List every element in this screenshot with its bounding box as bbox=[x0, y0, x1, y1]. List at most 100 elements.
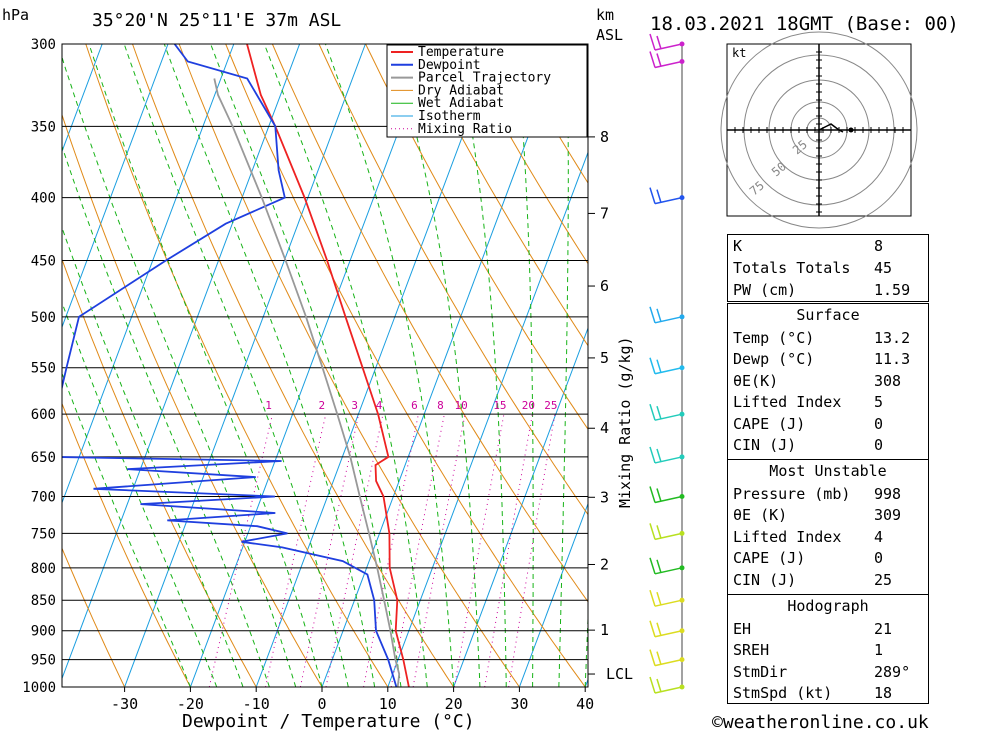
isotherm-line bbox=[62, 44, 169, 329]
temperature-line bbox=[246, 44, 410, 687]
hodograph-row: SREH 1 bbox=[728, 640, 928, 661]
totals-totals-row: Totals Totals 45 bbox=[728, 258, 928, 279]
wet-adiabat-line bbox=[88, 44, 323, 687]
mixing-ratio-label: 8 bbox=[437, 399, 444, 412]
most-unstable-title: Most Unstable bbox=[769, 462, 887, 480]
mixing-ratio-label: 4 bbox=[376, 399, 383, 412]
wind-barb-staff bbox=[654, 658, 683, 667]
wind-barb-dot bbox=[679, 628, 685, 634]
table-divider bbox=[728, 459, 928, 460]
mixing-ratio-label: 1 bbox=[265, 399, 272, 412]
wind-barb-flag bbox=[649, 523, 656, 540]
hodograph-label: StmDir bbox=[733, 663, 788, 681]
wind-barb-dot bbox=[679, 597, 685, 603]
mixing-ratio-labels: 1 2 3 4 6 8 10 15 20 25 bbox=[265, 399, 557, 412]
surface-value: 5 bbox=[874, 393, 884, 411]
most-unstable-label: Pressure (mb) bbox=[733, 485, 851, 503]
wind-barb-flag bbox=[656, 488, 662, 502]
surface-value: 11.3 bbox=[874, 350, 911, 368]
pressure-tick-label: 600 bbox=[31, 407, 56, 423]
wind-barb-dot bbox=[679, 365, 685, 371]
pressure-tick-label: 700 bbox=[31, 490, 56, 506]
wet-adiabat-line bbox=[62, 144, 270, 687]
surface-value: 13.2 bbox=[874, 329, 911, 347]
wind-barb-flag bbox=[649, 486, 656, 503]
mixing-ratio-line bbox=[508, 414, 556, 687]
most-unstable-row: Pressure (mb) 998 bbox=[728, 484, 928, 505]
pressure-tick-label: 500 bbox=[31, 310, 56, 326]
most-unstable-value: 25 bbox=[874, 571, 893, 589]
wind-barb-staff bbox=[654, 60, 683, 69]
wind-barb-staff bbox=[654, 686, 683, 694]
dry-adiabat-line bbox=[178, 44, 520, 687]
dry-adiabat-line bbox=[85, 44, 389, 687]
km-tick-label: 8 bbox=[600, 128, 609, 146]
pressure-tick-label: 350 bbox=[31, 119, 56, 135]
wind-barb-staff bbox=[654, 413, 683, 421]
mixing-ratio-line bbox=[390, 414, 445, 687]
mixing-ratio-label: 25 bbox=[544, 399, 557, 412]
legend-entry: Temperature bbox=[418, 45, 504, 60]
wind-barb-staff bbox=[654, 495, 683, 504]
surface-row: θE(K) 308 bbox=[728, 371, 928, 392]
wind-barb-staff bbox=[654, 366, 683, 375]
mixing-ratio-axis-title: Mixing Ratio (g/kg) bbox=[616, 336, 634, 508]
wind-barb-dot bbox=[679, 657, 685, 663]
hodograph-row: StmDir 289° bbox=[728, 662, 928, 683]
surface-row: Temp (°C) 13.2 bbox=[728, 328, 928, 349]
hodograph-value: 289° bbox=[874, 663, 911, 681]
dry-adiabat-line bbox=[972, 44, 1000, 687]
profile-layer bbox=[62, 44, 410, 687]
wind-barb-staff bbox=[654, 456, 683, 464]
wind-barb-flag bbox=[649, 446, 656, 464]
wind-barb-flag bbox=[656, 35, 662, 50]
surface-row: Dewp (°C) 11.3 bbox=[728, 349, 928, 370]
legend-entry: Wet Adiabat bbox=[418, 96, 504, 111]
wind-barb-dot bbox=[679, 494, 685, 500]
most-unstable-row: CAPE (J) 0 bbox=[728, 548, 928, 569]
hodograph-trace bbox=[818, 123, 844, 133]
km-tick-label: 5 bbox=[600, 349, 609, 367]
most-unstable-label: CIN (J) bbox=[733, 571, 797, 589]
pressure-tick-label: 900 bbox=[31, 624, 56, 640]
wind-barb-flag bbox=[656, 359, 662, 373]
wind-barb-staff bbox=[654, 599, 683, 607]
parcel-trajectory-line bbox=[213, 78, 401, 687]
axis-layer: -30 -20 -10 0 10 20 30 40 8 7 6 5 4 3 2 1 LCL bbox=[111, 128, 633, 713]
wind-barb-dot bbox=[679, 454, 685, 460]
dry-adiabat-line bbox=[458, 44, 588, 265]
most-unstable-value: 998 bbox=[874, 485, 902, 503]
surface-label: θE(K) bbox=[733, 372, 779, 390]
wind-barb-flag bbox=[656, 308, 662, 323]
mixing-ratio-line bbox=[412, 414, 466, 687]
location-title: 35°20'N 25°11'E 37m ASL bbox=[92, 10, 341, 31]
pressure-tick-label: 550 bbox=[31, 361, 56, 377]
wind-barb-dot bbox=[679, 411, 685, 417]
wind-barb-staff bbox=[654, 567, 683, 575]
legend-entry: Dry Adiabat bbox=[418, 83, 504, 98]
surface-value: 0 bbox=[874, 436, 884, 454]
isotherm-line bbox=[124, 44, 366, 687]
most-unstable-value: 0 bbox=[874, 549, 884, 567]
most-unstable-label: Lifted Index bbox=[733, 528, 842, 546]
wet-adiabat-line bbox=[62, 301, 218, 687]
wind-barb-flag bbox=[656, 53, 662, 67]
wind-barb-flag bbox=[656, 448, 662, 463]
surface-row: Lifted Index 5 bbox=[728, 392, 928, 413]
wet-adiabat-line bbox=[263, 44, 428, 687]
storm-motion-marker bbox=[848, 127, 854, 133]
mixing-ratio-line bbox=[363, 414, 419, 687]
hodograph-unit: kt bbox=[732, 46, 746, 60]
copyright-credit: ©weatheronline.co.uk bbox=[712, 712, 929, 733]
mixing-ratio-line bbox=[453, 414, 505, 687]
surface-value: 0 bbox=[874, 415, 884, 433]
pressure-tick-label: 800 bbox=[31, 561, 56, 577]
dry-adiabat-line bbox=[411, 44, 588, 347]
table-divider bbox=[728, 594, 928, 595]
isotherm-line bbox=[255, 44, 498, 687]
wind-barb-flag bbox=[649, 33, 656, 51]
hodograph-row: StmSpd (kt) 18 bbox=[728, 683, 928, 704]
x-tick-label: 40 bbox=[576, 695, 594, 713]
